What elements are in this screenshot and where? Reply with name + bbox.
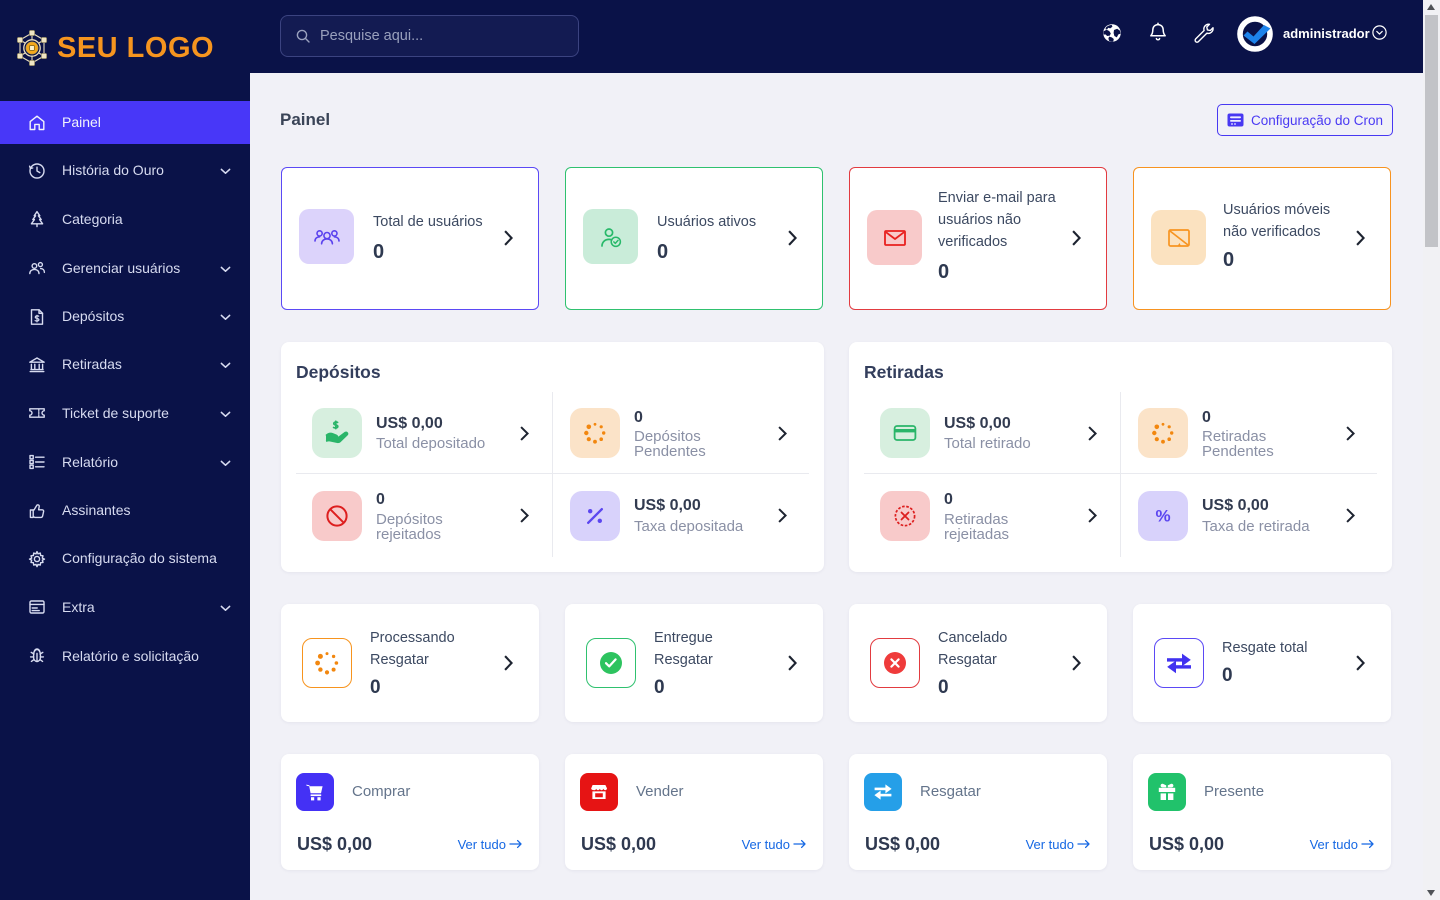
svg-text:%: % bbox=[1155, 507, 1170, 526]
